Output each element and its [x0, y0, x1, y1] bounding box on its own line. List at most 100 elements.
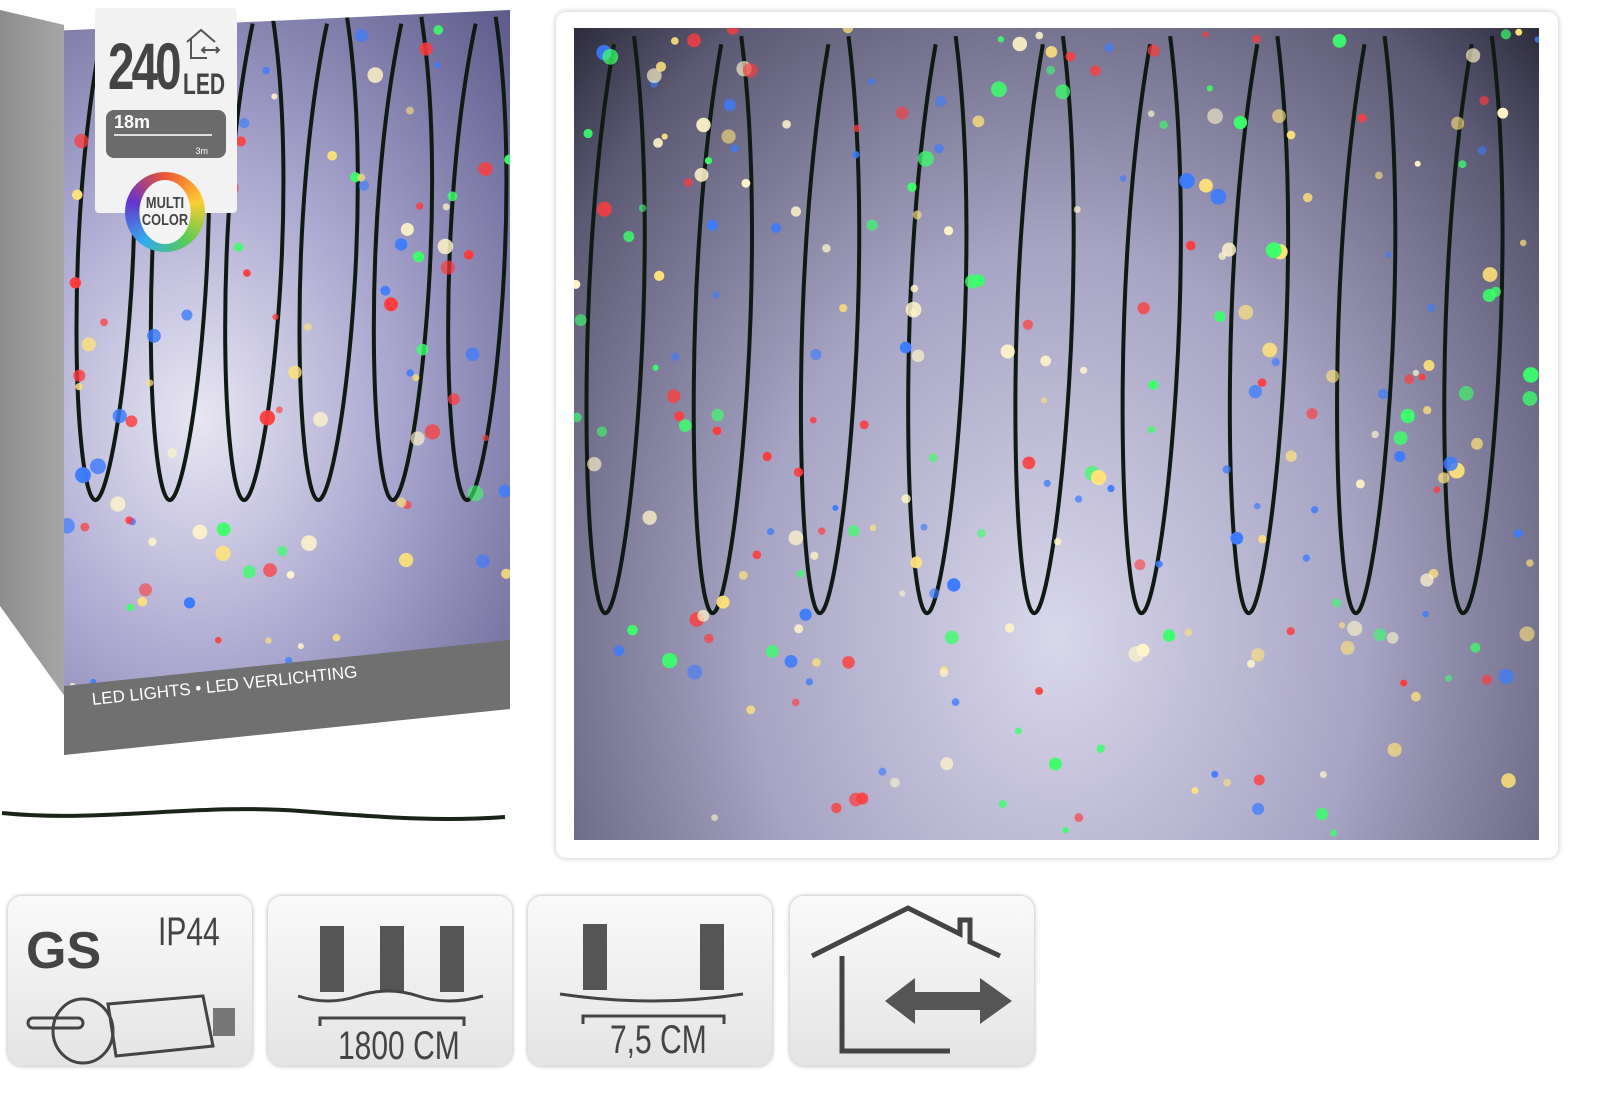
led-light [805, 678, 814, 686]
led-light [1022, 456, 1036, 470]
led-light [1481, 674, 1492, 685]
led-light [1458, 160, 1467, 169]
led-light [482, 434, 489, 442]
box-side [0, 10, 64, 696]
led-light [272, 313, 279, 321]
led-light [1500, 29, 1511, 40]
led-light [410, 431, 425, 446]
led-light [1371, 430, 1379, 439]
led-light [297, 643, 304, 650]
led-light [358, 180, 370, 191]
multicolor-badge: MULTI COLOR [125, 172, 205, 252]
led-light [125, 516, 134, 525]
led-light [147, 328, 161, 343]
led-light [1207, 108, 1223, 125]
led-light [1302, 554, 1311, 562]
led-light [1412, 369, 1419, 377]
led-light [766, 528, 775, 536]
led-light [788, 530, 804, 546]
led-light [1147, 110, 1155, 118]
led-light [1206, 85, 1213, 92]
led-light [235, 136, 246, 147]
led-light [911, 349, 925, 363]
led-light [1426, 303, 1436, 312]
ip-rating: IP44 [158, 910, 220, 954]
cable [1120, 35, 1183, 615]
led-light [138, 583, 153, 597]
led-light [1046, 65, 1056, 75]
spec-tile-indoor-outdoor [790, 896, 1034, 1066]
led-light [416, 343, 429, 356]
led-light [683, 177, 694, 187]
led-light [794, 624, 804, 634]
led-light [434, 62, 441, 69]
led-light [1519, 239, 1527, 247]
cable [223, 16, 286, 502]
led-light [406, 106, 414, 115]
cable [1335, 35, 1398, 615]
led-light [1000, 344, 1015, 359]
led-light [638, 204, 647, 212]
led-light [1423, 406, 1432, 415]
cable [691, 35, 754, 615]
led-light [1332, 34, 1347, 48]
led-light [697, 609, 710, 622]
led-light [704, 633, 714, 644]
led-light [1526, 559, 1534, 567]
led-light [687, 664, 703, 680]
led-light [64, 518, 75, 534]
led-light [413, 251, 425, 263]
led-light [1107, 484, 1115, 493]
led-light [1055, 84, 1071, 100]
led-light [944, 630, 959, 645]
total-length-text: 1800 CM [338, 1024, 460, 1068]
led-light [1330, 829, 1338, 837]
led-light [1479, 95, 1489, 106]
spec-tile-safety: GS IP44 [8, 896, 252, 1066]
led-light [935, 95, 947, 108]
led-light [723, 98, 736, 111]
led-light [242, 565, 256, 579]
led-light [1251, 648, 1265, 662]
led-light [1221, 242, 1237, 257]
led-light [1423, 360, 1435, 372]
led-light [1014, 727, 1022, 735]
led-light [726, 28, 739, 35]
spacing-text: 7,5 CM [610, 1018, 707, 1062]
led-light [1347, 620, 1363, 637]
led-light [670, 37, 679, 45]
led-light [793, 467, 804, 477]
led-light [842, 656, 855, 669]
led-light [1438, 472, 1450, 484]
led-light [384, 297, 398, 312]
led-light [822, 243, 831, 253]
badge-line1: MULTI [145, 195, 185, 212]
led-light [917, 150, 934, 167]
led-light [1214, 310, 1226, 323]
led-light [920, 523, 928, 531]
badge-line2: COLOR [141, 212, 189, 229]
cable [906, 35, 969, 615]
led-light [332, 633, 341, 642]
led-light [1326, 369, 1340, 383]
led-light [1418, 373, 1426, 381]
led-light [746, 705, 756, 715]
led-light [1022, 319, 1034, 330]
led-light [192, 524, 208, 540]
led-light [642, 510, 657, 525]
led-light [1211, 770, 1219, 778]
led-light [574, 279, 581, 289]
led-light [1306, 407, 1318, 420]
led-light [1377, 388, 1389, 400]
led-light [1247, 659, 1256, 668]
svg-text:GS: GS [26, 922, 101, 980]
led-light [1148, 380, 1159, 390]
led-light [1090, 65, 1101, 77]
led-light [1498, 668, 1514, 685]
led-light [889, 777, 900, 788]
led-light [940, 757, 954, 771]
led-light [1252, 34, 1261, 44]
led-light [396, 497, 407, 508]
led-light [1048, 757, 1062, 771]
led-light [574, 314, 587, 327]
